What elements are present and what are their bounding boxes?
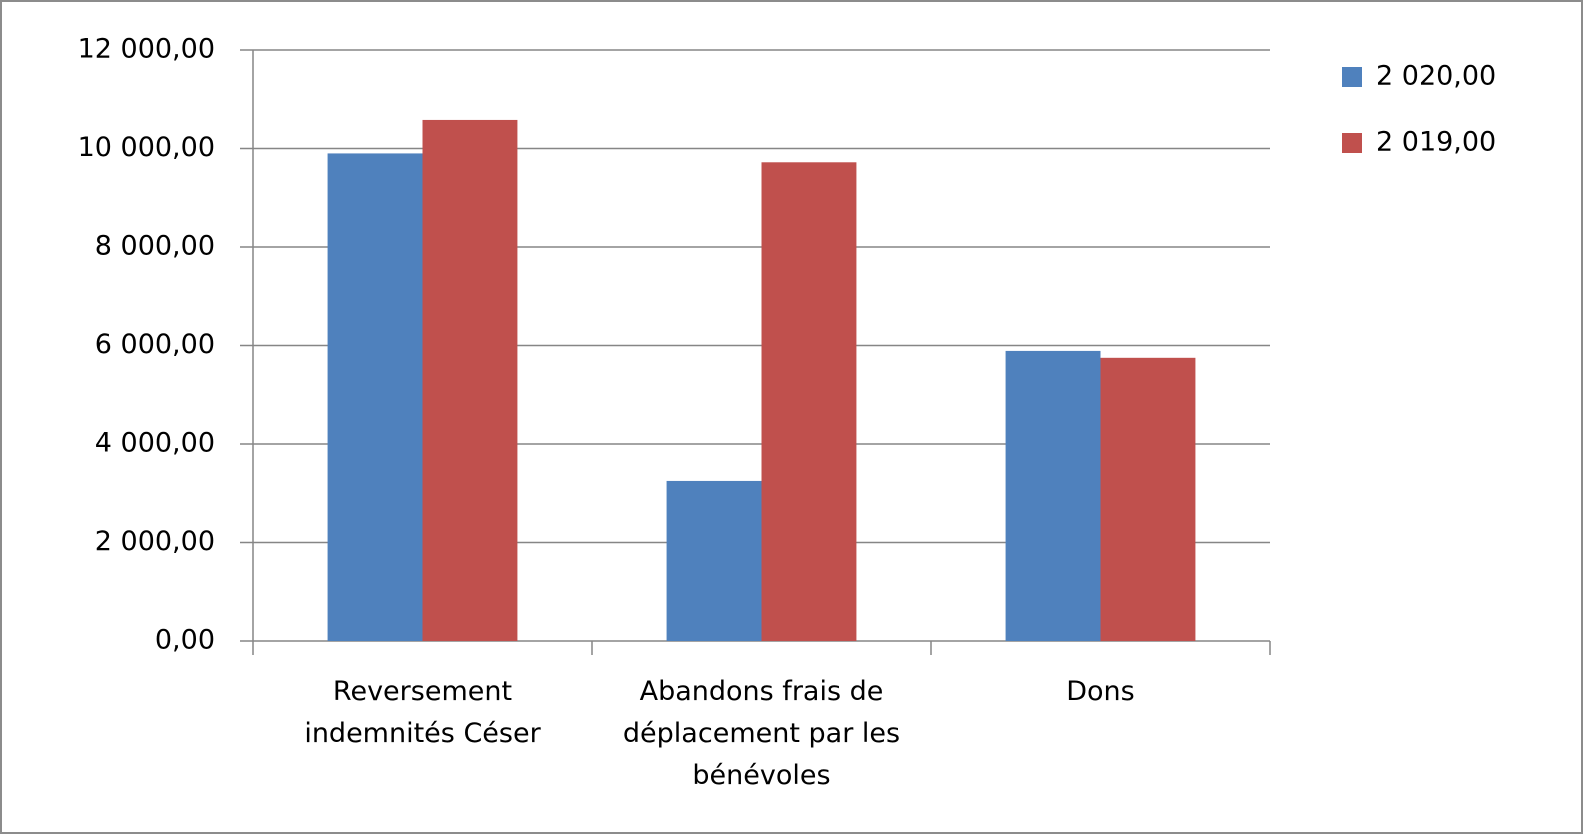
y-tick-label: 4 000,00 [95, 428, 215, 459]
bar [327, 153, 423, 642]
legend-swatch [1342, 67, 1362, 87]
legend-label: 2 019,00 [1376, 127, 1496, 158]
y-tick-label: 12 000,00 [78, 34, 215, 65]
bar [1100, 357, 1196, 641]
x-tick-label: Reversement indemnités Céser [304, 676, 541, 749]
legend-label: 2 020,00 [1376, 61, 1496, 92]
bar [422, 119, 518, 641]
x-tick-label: Abandons frais de déplacement par les bé… [622, 676, 901, 791]
y-tick-label: 2 000,00 [95, 526, 215, 557]
y-tick-label: 0,00 [155, 625, 215, 656]
bar [666, 480, 762, 641]
y-tick-label: 10 000,00 [78, 132, 215, 163]
y-tick-label: 6 000,00 [95, 329, 215, 360]
bar [761, 162, 857, 642]
bar [1005, 350, 1101, 641]
x-tick-label: Dons [1066, 676, 1135, 707]
legend-swatch [1342, 133, 1362, 153]
y-tick-label: 8 000,00 [95, 231, 215, 262]
